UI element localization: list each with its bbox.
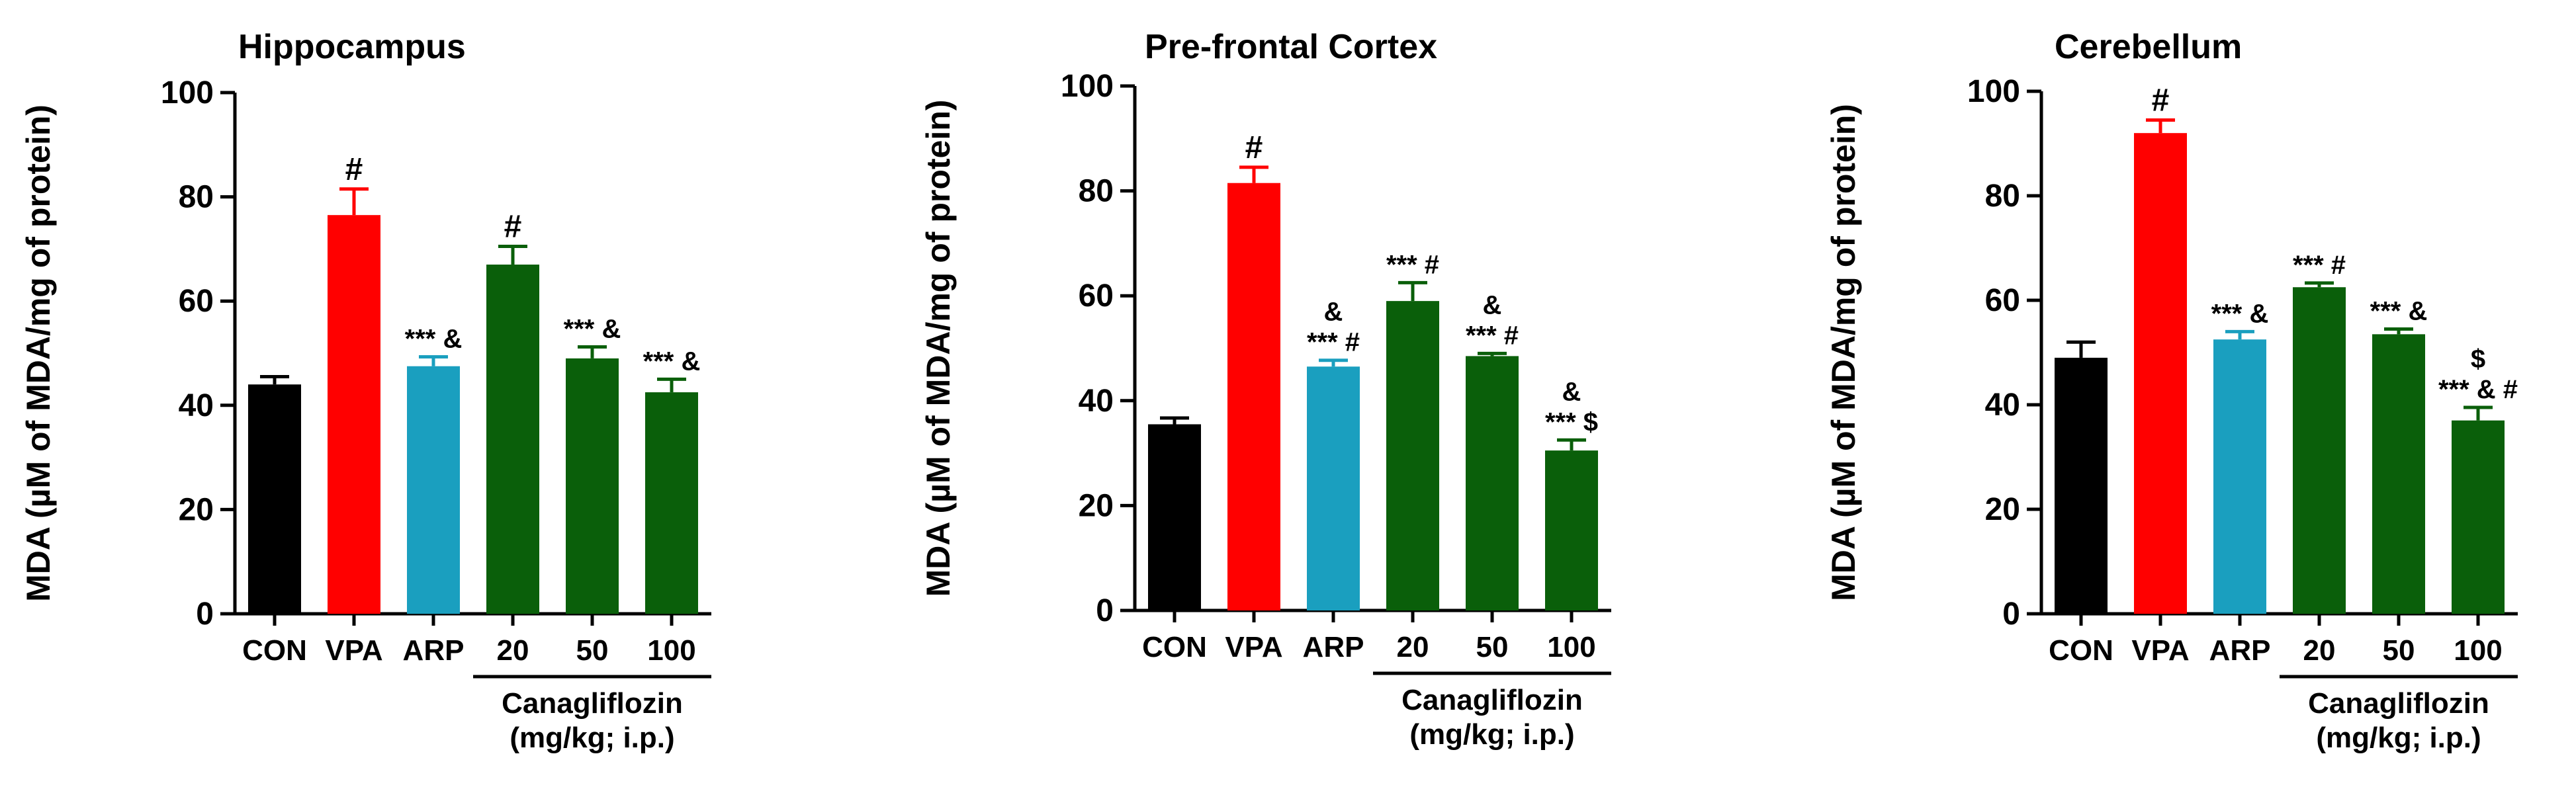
y-tick-label: 60 — [1079, 278, 1114, 314]
y-tick-label: 40 — [1079, 384, 1114, 419]
y-axis-title: MDA (µM of MDA/mg of protein) — [20, 105, 57, 602]
bar-50 — [1466, 356, 1519, 610]
group-label: Canagliflozin — [1401, 684, 1583, 716]
x-tick-label: 100 — [2454, 634, 2502, 667]
bar-20 — [486, 265, 539, 614]
bar-50 — [2372, 334, 2425, 614]
x-tick-label: 50 — [576, 634, 609, 667]
y-tick-label: 80 — [1079, 174, 1114, 209]
x-tick-label: 50 — [1476, 631, 1509, 663]
significance-marker: # — [504, 209, 522, 244]
group-label: (mg/kg; i.p.) — [510, 722, 674, 754]
bar-con — [248, 384, 301, 614]
x-tick-label: ARP — [403, 634, 465, 667]
significance-marker: *** # — [1307, 328, 1360, 357]
panel-title: Pre-frontal Cortex — [1145, 28, 1437, 66]
y-tick-label: 20 — [1985, 492, 2020, 527]
bar-20 — [1386, 301, 1439, 610]
significance-marker: & — [1562, 377, 1581, 406]
group-label: (mg/kg; i.p.) — [1409, 718, 1574, 751]
y-tick-label: 40 — [1985, 388, 2020, 423]
x-tick-label: 100 — [647, 634, 695, 667]
y-tick-label: 20 — [179, 492, 214, 527]
y-tick-label: 100 — [161, 75, 214, 110]
chart-panel-2: Pre-frontal Cortex MDA (µM of MDA/mg of p… — [920, 28, 1611, 751]
panel-title: Hippocampus — [238, 28, 466, 66]
bar-vpa — [328, 215, 380, 614]
x-tick-label: CON — [1142, 631, 1207, 663]
y-tick-label: 20 — [1079, 488, 1114, 523]
x-tick-label: CON — [242, 634, 307, 667]
significance-marker: # — [1245, 130, 1263, 165]
x-tick-label: 100 — [1547, 631, 1595, 663]
y-tick-label: 60 — [179, 284, 214, 319]
group-label: Canagliflozin — [2308, 687, 2489, 720]
bar-con — [2055, 357, 2108, 614]
significance-marker: $ — [2471, 345, 2485, 374]
bar-100 — [1545, 450, 1598, 610]
chart-panel-1: Hippocampus MDA (µM of MDA/mg of protein)… — [20, 28, 711, 754]
x-tick-label: ARP — [2209, 634, 2271, 667]
group-label: (mg/kg; i.p.) — [2316, 722, 2481, 754]
significance-marker: *** & — [2370, 296, 2428, 325]
y-tick-label: 100 — [1967, 74, 2020, 109]
bar-100 — [2452, 420, 2505, 614]
significance-marker: *** & — [564, 315, 621, 344]
significance-marker: *** & — [643, 347, 701, 376]
x-tick-label: 20 — [1397, 631, 1429, 663]
chart-panel-3: Cerebellum MDA (µM of MDA/mg of protein) 0… — [1825, 28, 2518, 754]
significance-marker: *** # — [2293, 251, 2346, 280]
x-tick-label: ARP — [1303, 631, 1364, 663]
group-label: Canagliflozin — [502, 687, 683, 720]
x-tick-label: 50 — [2383, 634, 2415, 667]
y-tick-label: 0 — [1096, 593, 1114, 628]
x-tick-label: VPA — [325, 634, 382, 667]
significance-marker: *** & — [405, 325, 463, 354]
significance-marker: *** # — [1386, 250, 1439, 279]
bar-arp — [2213, 339, 2266, 614]
y-axis-title: MDA (µM of MDA/mg of protein) — [1825, 104, 1862, 601]
significance-marker: *** $ — [1545, 407, 1598, 437]
y-tick-label: 60 — [1985, 283, 2020, 318]
significance-marker: # — [2152, 83, 2170, 118]
bar-20 — [2293, 287, 2346, 614]
y-tick-label: 80 — [179, 180, 214, 215]
bar-arp — [1307, 366, 1360, 610]
x-tick-label: 20 — [497, 634, 529, 667]
bar-vpa — [1227, 183, 1280, 611]
bar-vpa — [2134, 133, 2187, 614]
panel-title: Cerebellum — [2055, 28, 2242, 66]
x-tick-label: VPA — [2131, 634, 2189, 667]
y-tick-label: 40 — [179, 388, 214, 423]
y-tick-label: 0 — [196, 597, 214, 632]
x-tick-label: 20 — [2303, 634, 2336, 667]
bar-100 — [645, 392, 698, 614]
significance-marker: # — [345, 152, 363, 187]
x-tick-label: VPA — [1225, 631, 1282, 663]
significance-marker: & — [1324, 298, 1343, 327]
y-tick-label: 0 — [2002, 597, 2020, 632]
y-axis-title: MDA (µM of MDA/mg of protein) — [920, 100, 957, 597]
y-tick-label: 100 — [1061, 69, 1114, 104]
y-tick-label: 80 — [1985, 179, 2020, 214]
significance-marker: *** # — [1466, 321, 1519, 350]
bar-arp — [407, 366, 460, 614]
bar-50 — [566, 358, 619, 614]
significance-marker: & — [1483, 290, 1502, 319]
bar-con — [1148, 424, 1201, 610]
significance-marker: *** & — [2211, 299, 2269, 328]
x-tick-label: CON — [2049, 634, 2113, 667]
significance-marker: *** & # — [2438, 375, 2518, 404]
